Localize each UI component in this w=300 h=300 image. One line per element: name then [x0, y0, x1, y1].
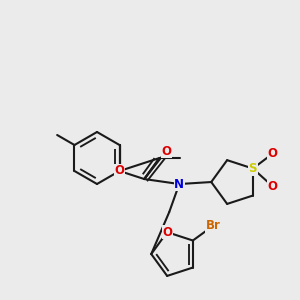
Text: O: O [115, 164, 124, 178]
Text: O: O [162, 226, 172, 239]
Text: O: O [268, 147, 278, 160]
Text: N: N [174, 178, 184, 190]
Text: Br: Br [206, 219, 220, 232]
Text: O: O [161, 145, 171, 158]
Text: O: O [268, 180, 278, 193]
Text: S: S [249, 162, 257, 175]
